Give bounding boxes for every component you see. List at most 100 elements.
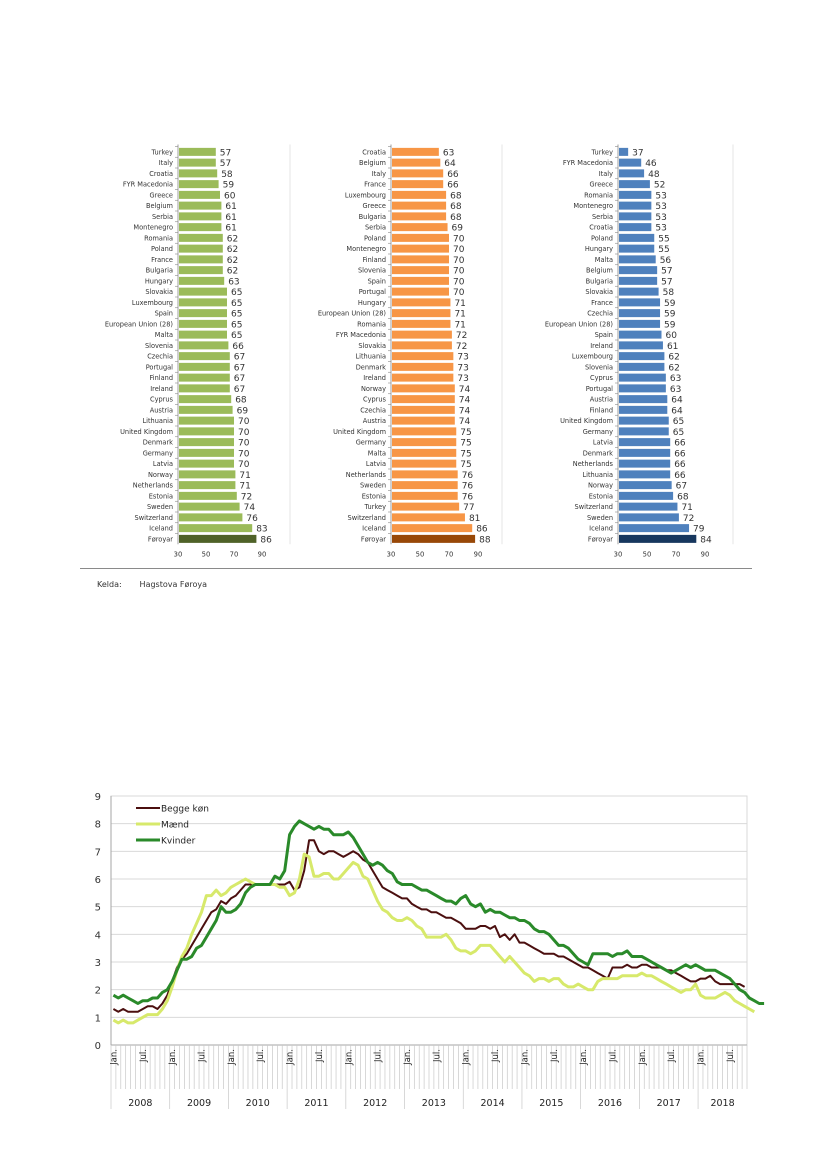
category-label: Spain (155, 310, 173, 318)
data-label: 59 (664, 299, 676, 309)
data-label: 70 (453, 245, 465, 255)
bar (179, 298, 227, 307)
category-label: France (591, 299, 613, 307)
year-label: 2009 (187, 1098, 211, 1109)
bar (619, 491, 674, 500)
category-label: Norway (148, 471, 173, 479)
line-chart-plot: 0 1 2 3 4 5 6 7 8 9 Jan. Jul. Jan. Jul. Jan. Jul. Jan. Ju… (95, 792, 765, 1109)
category-label: Italy (599, 170, 613, 178)
data-label: 74 (459, 406, 471, 416)
y-tick-label: 2 (95, 986, 101, 997)
category-label: Føroyar (588, 535, 613, 543)
data-label: 60 (224, 191, 236, 201)
data-label: 72 (456, 331, 467, 341)
category-label: Portugal (359, 288, 386, 296)
category-label: Montenegro (573, 202, 613, 210)
bar (619, 330, 662, 339)
category-label: Ireland (363, 374, 386, 382)
data-label: 70 (453, 267, 465, 277)
category-label: Slovenia (585, 363, 613, 371)
source-value: Hagstova Føroya (139, 580, 208, 589)
month-label: Jul. (726, 1049, 736, 1063)
data-label: 66 (674, 471, 686, 481)
data-label: 75 (460, 428, 471, 438)
bar (392, 233, 449, 242)
category-label: Croatia (589, 224, 613, 232)
bar (179, 309, 227, 318)
category-label: Czechia (147, 353, 173, 361)
month-label: Jul. (374, 1049, 384, 1063)
data-label: 72 (683, 514, 694, 524)
y-tick-label: 1 (95, 1013, 101, 1024)
data-label: 86 (476, 525, 488, 535)
x-tick-label: 30 (614, 550, 623, 558)
bar (619, 416, 669, 425)
category-label: Norway (588, 482, 613, 490)
bar (179, 233, 223, 242)
bar (619, 169, 645, 178)
data-label: 65 (231, 310, 242, 320)
data-label: 68 (450, 191, 462, 201)
bar (392, 438, 457, 447)
bar (619, 470, 671, 479)
bar (392, 255, 449, 264)
bar (392, 481, 458, 490)
bar-chart-3: Turkey 37 FYR Macedonia 46 Italy 48 Greece 52 Ro… (545, 144, 734, 558)
bar (392, 190, 447, 199)
data-label: 70 (238, 449, 250, 459)
data-label: 66 (447, 181, 459, 191)
data-label: 77 (463, 503, 474, 513)
data-label: 64 (671, 406, 683, 416)
data-label: 61 (225, 213, 236, 223)
bar (392, 524, 473, 533)
data-label: 84 (700, 535, 712, 545)
bar (619, 448, 671, 457)
bar-charts: Turkey 57 Italy 57 Croatia 58 FYR Macedonia 59 G… (105, 144, 734, 558)
bar (179, 287, 227, 296)
category-label: Ireland (590, 342, 613, 350)
category-label: Norway (361, 385, 386, 393)
category-label: Hungary (585, 245, 613, 253)
bar (392, 373, 454, 382)
category-label: Greece (150, 191, 173, 199)
category-label: Slovenia (358, 267, 386, 275)
category-label: Belgium (359, 159, 386, 167)
data-label: 63 (443, 148, 454, 158)
data-label: 66 (674, 460, 686, 470)
category-label: Turkey (591, 148, 614, 156)
y-tick-label: 5 (95, 903, 101, 914)
category-label: Lithuania (582, 471, 613, 479)
category-label: Netherlands (346, 471, 387, 479)
category-label: France (364, 181, 386, 189)
data-label: 58 (663, 288, 675, 298)
data-label: 68 (677, 492, 689, 502)
bar (392, 352, 454, 361)
data-label: 67 (234, 363, 245, 373)
category-label: Føroyar (148, 535, 173, 543)
category-label: Germany (143, 449, 173, 457)
category-label: Bulgaria (359, 213, 386, 221)
category-label: Slovakia (145, 288, 173, 296)
bar (619, 180, 650, 189)
bar (619, 255, 656, 264)
category-label: Slovakia (358, 342, 386, 350)
bar (619, 244, 655, 253)
bar (179, 427, 234, 436)
y-tick-label: 6 (95, 875, 101, 886)
category-label: Austria (363, 417, 386, 425)
data-label: 61 (667, 342, 678, 352)
month-label: Jul. (315, 1049, 325, 1063)
category-label: Estonia (589, 492, 613, 500)
bar (619, 502, 678, 511)
category-label: Luxembourg (132, 299, 173, 307)
category-label: Malta (595, 256, 613, 264)
data-label: 56 (660, 256, 672, 266)
category-label: Slovenia (145, 342, 173, 350)
category-label: Montenegro (133, 224, 173, 232)
series-line-1 (112, 839, 746, 1013)
month-label: Jan. (286, 1049, 296, 1066)
year-label: 2016 (598, 1098, 622, 1109)
legend-label: Kvinder (161, 837, 196, 847)
bar (179, 330, 227, 339)
